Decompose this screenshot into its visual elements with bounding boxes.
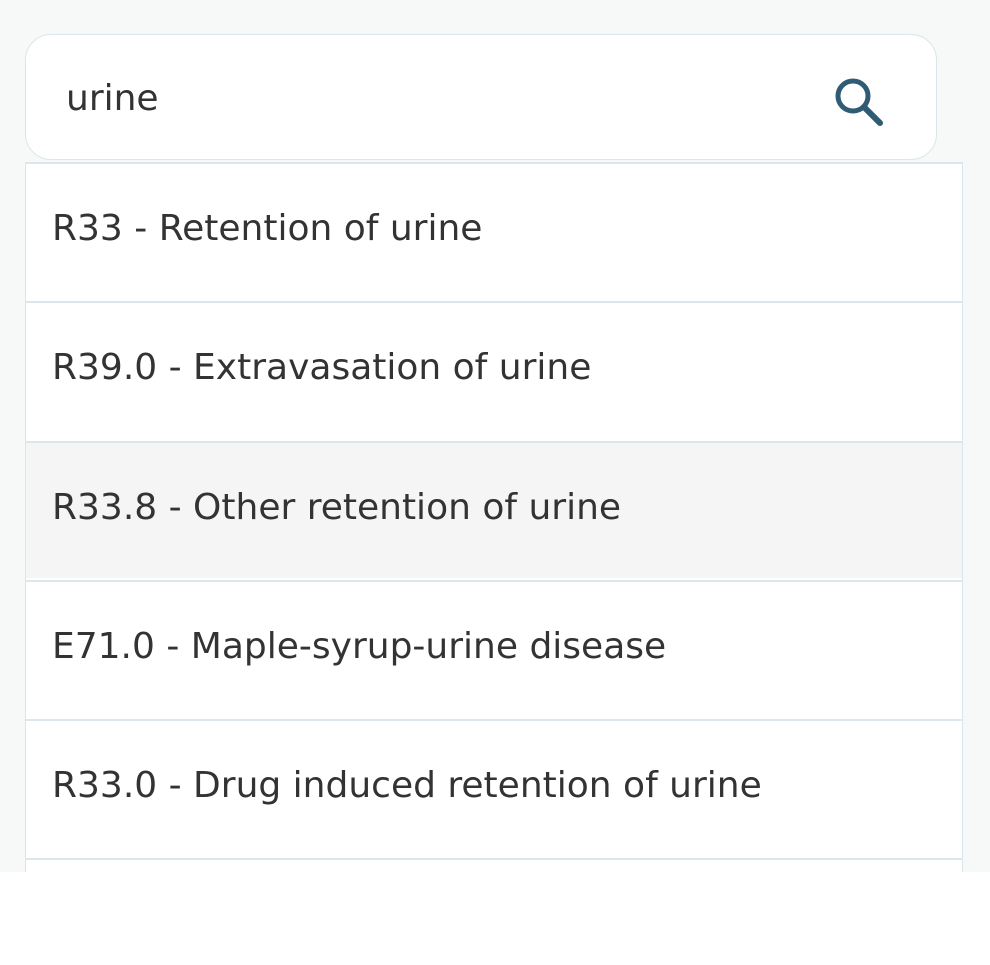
result-item-partial[interactable] xyxy=(26,858,962,872)
result-item-e71-0[interactable]: E71.0 - Maple-syrup-urine disease xyxy=(26,580,962,717)
result-item-r39-0[interactable]: R39.0 - Extravasation of urine xyxy=(26,301,962,438)
search-input[interactable] xyxy=(66,65,806,131)
result-item-r33[interactable]: R33 - Retention of urine xyxy=(26,162,962,299)
result-item-r33-8[interactable]: R33.8 - Other retention of urine xyxy=(26,441,962,578)
result-label: R39.0 - Extravasation of urine xyxy=(52,347,592,388)
search-box xyxy=(25,34,937,160)
result-label: E71.0 - Maple-syrup-urine disease xyxy=(52,626,667,667)
result-label: R33.8 - Other retention of urine xyxy=(52,487,622,528)
result-item-r33-0[interactable]: R33.0 - Drug induced retention of urine xyxy=(26,719,962,856)
result-label: R33 - Retention of urine xyxy=(52,208,483,249)
result-label: R33.0 - Drug induced retention of urine xyxy=(52,765,762,806)
search-results-dropdown: R33 - Retention of urine R39.0 - Extrava… xyxy=(25,162,963,872)
search-icon[interactable] xyxy=(826,73,892,129)
